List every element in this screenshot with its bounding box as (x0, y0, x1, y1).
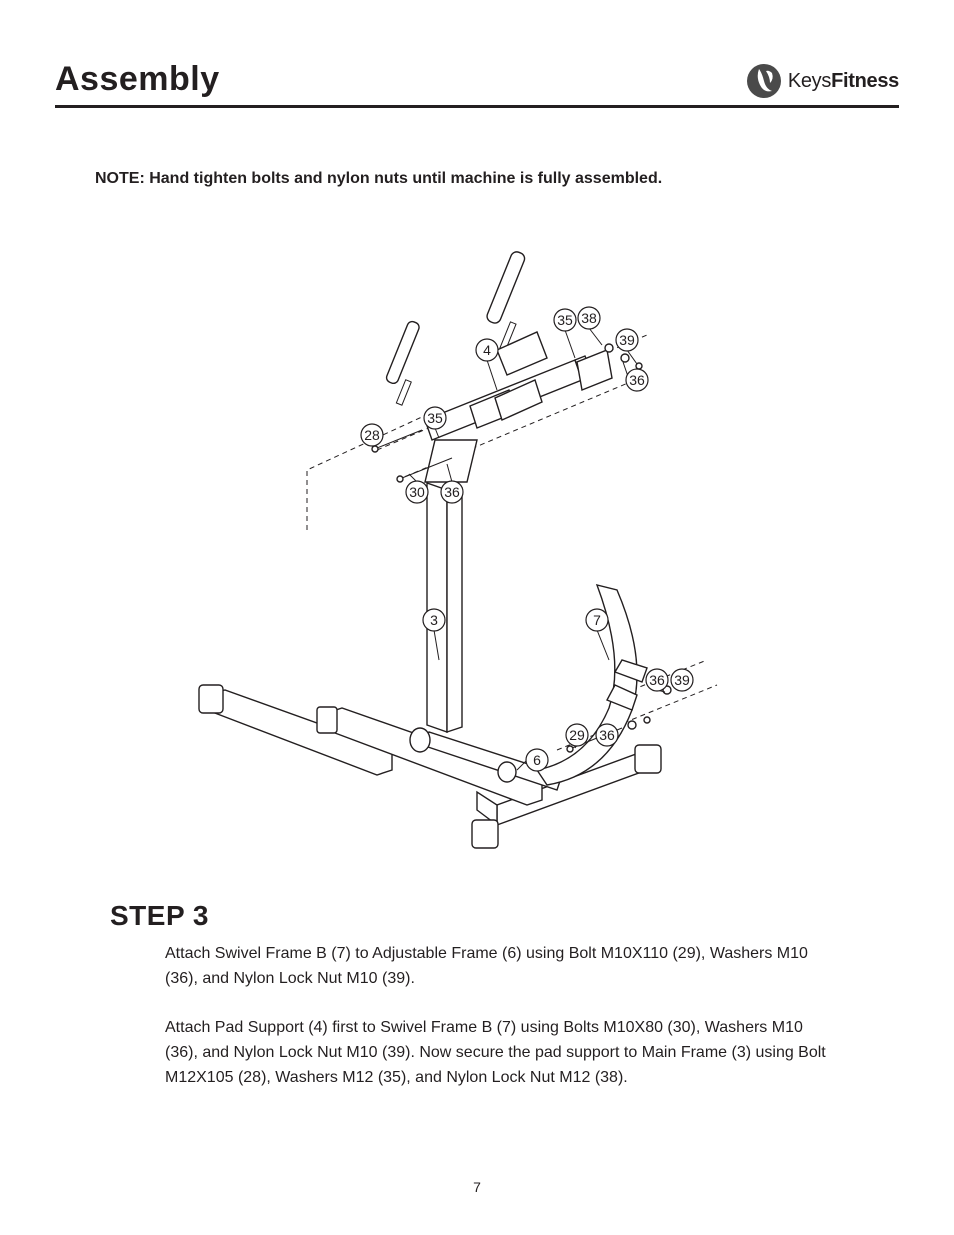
step-paragraph-2: Attach Pad Support (4) first to Swivel F… (165, 1016, 839, 1090)
step-paragraph-1: Attach Swivel Frame B (7) to Adjustable … (165, 942, 839, 992)
svg-text:39: 39 (674, 672, 690, 688)
assembly-diagram: 4 35 38 39 36 28 35 30 36 3 7 6 29 36 36… (177, 230, 777, 870)
brand-logo: KeysFitness (746, 63, 899, 99)
svg-text:6: 6 (533, 752, 541, 768)
svg-text:4: 4 (483, 342, 491, 358)
svg-text:39: 39 (619, 332, 635, 348)
svg-text:35: 35 (557, 312, 573, 328)
assembly-note: NOTE: Hand tighten bolts and nylon nuts … (95, 168, 859, 190)
svg-text:29: 29 (569, 727, 585, 743)
diagram-container: 4 35 38 39 36 28 35 30 36 3 7 6 29 36 36… (55, 230, 899, 870)
step-label: STEP 3 (110, 900, 899, 932)
svg-text:7: 7 (593, 612, 601, 628)
page-header: Assembly KeysFitness (55, 60, 899, 108)
page-number: 7 (0, 1179, 954, 1195)
page-title: Assembly (55, 60, 220, 99)
logo-text: KeysFitness (788, 70, 899, 93)
logo-icon (746, 63, 782, 99)
svg-text:36: 36 (629, 372, 645, 388)
svg-text:38: 38 (581, 310, 597, 326)
svg-text:36: 36 (649, 672, 665, 688)
svg-text:28: 28 (364, 427, 380, 443)
callouts: 4 35 38 39 36 28 35 30 36 3 7 6 29 36 36… (361, 307, 693, 771)
svg-text:30: 30 (409, 484, 425, 500)
svg-text:35: 35 (427, 410, 443, 426)
svg-text:3: 3 (430, 612, 438, 628)
svg-text:36: 36 (444, 484, 460, 500)
svg-text:36: 36 (599, 727, 615, 743)
